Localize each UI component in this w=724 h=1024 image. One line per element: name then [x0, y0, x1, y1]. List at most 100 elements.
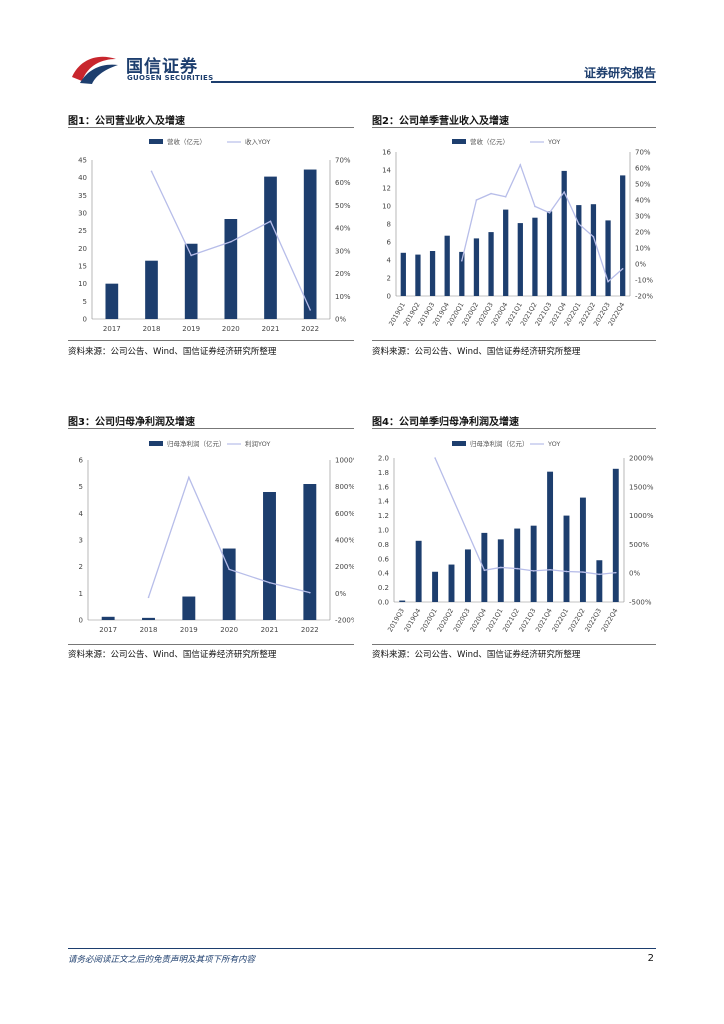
bar	[514, 528, 521, 602]
left-tick-label: 0.2	[378, 584, 389, 592]
right-tick-label: 70%	[335, 157, 351, 165]
legend-bar-label: 营收（亿元）	[167, 137, 206, 146]
bar	[444, 235, 450, 296]
figure-2-top-rule	[372, 127, 656, 128]
legend-bar-swatch	[149, 139, 163, 144]
bar	[142, 617, 155, 620]
bar	[473, 238, 480, 296]
figure-2-chart: 营收（亿元） YOY 0 2 4 6 8 10 12 14 16 -20% -10% 0% 10% 20% 30…	[382, 137, 653, 327]
right-tick-label: 1000%	[335, 457, 354, 465]
left-tick-label: 0	[387, 293, 391, 301]
yoy-point	[228, 568, 230, 571]
figure-4-chart: 归母净利润（亿元） YOY 0.0 0.2 0.4 0.6 0.8 1.0 1.2 1.4 1.6 1…	[378, 439, 654, 633]
legend-bar-swatch	[149, 441, 163, 446]
left-tick-label: 0.8	[378, 541, 389, 549]
left-tick-label: 2	[387, 275, 391, 283]
right-tick-label: 800%	[335, 483, 354, 491]
bar	[303, 484, 317, 620]
x-tick-label: 2022	[301, 325, 319, 333]
yoy-point	[190, 254, 192, 257]
left-tick-label: 1.4	[378, 498, 390, 506]
yoy-point	[188, 476, 190, 479]
bar	[224, 219, 238, 319]
legend-line-label: YOY	[547, 440, 560, 448]
left-tick-label: 10	[382, 203, 391, 211]
bar	[481, 532, 488, 602]
disclaimer-text: 请务必阅读正文之后的免责声明及其项下所有内容	[68, 955, 256, 965]
right-tick-label: 70%	[635, 149, 651, 157]
bar	[105, 283, 119, 319]
right-tick-label: 40%	[635, 197, 651, 205]
figure-4-bottom-rule	[372, 644, 656, 645]
bar	[184, 243, 198, 319]
x-tick-label: 2018	[140, 626, 158, 634]
figure-3-title: 图3：公司归母净利润及增速	[68, 417, 195, 428]
right-tick-label: 30%	[335, 247, 351, 255]
x-tick-label: 2022	[301, 626, 319, 634]
right-tick-label: 400%	[335, 537, 354, 545]
figure-4-top-rule	[372, 428, 656, 429]
logo-chinese-name: 国信证券	[126, 57, 198, 77]
yoy-point	[578, 223, 580, 225]
bar	[547, 471, 554, 602]
right-tick-label: 10%	[335, 293, 351, 301]
bar	[605, 220, 611, 296]
figure-3-source: 资料来源：公司公告、Wind、国信证券经济研究所整理	[68, 650, 277, 660]
right-tick-label: 0%	[629, 570, 640, 578]
left-tick-label: 0	[79, 617, 83, 625]
right-tick-label: 60%	[335, 179, 351, 187]
x-tick-label: 2017	[99, 626, 117, 634]
left-tick-label: 45	[78, 157, 87, 165]
bar	[399, 600, 406, 602]
yoy-point	[598, 573, 601, 576]
bar	[596, 560, 603, 602]
yoy-point	[434, 457, 436, 459]
legend-bar-swatch	[452, 441, 466, 446]
yoy-point	[548, 212, 551, 214]
right-tick-label: 50%	[335, 202, 351, 210]
yoy-point	[519, 164, 522, 166]
header-divider	[211, 81, 656, 83]
bar	[415, 254, 421, 296]
left-tick-label: 25	[78, 227, 87, 235]
yoy-point	[532, 570, 535, 572]
figure-4-source: 资料来源：公司公告、Wind、国信证券经济研究所整理	[372, 650, 581, 660]
logo-english-name: GUOSEN SECURITIES	[127, 74, 214, 82]
yoy-point	[461, 260, 463, 262]
yoy-point	[150, 170, 153, 173]
bar	[579, 497, 586, 602]
left-tick-label: 40	[78, 174, 87, 182]
figure-3-chart: 归母净利润（亿元） 利润YOY 0 1 2 3 4 5 6 -200% 0% 200% 400% 600%…	[79, 439, 354, 634]
x-tick-label: 2020	[220, 626, 238, 634]
yoy-point	[309, 591, 311, 594]
yoy-point	[483, 569, 486, 572]
right-tick-label: 1000%	[629, 512, 654, 520]
left-tick-label: 4	[79, 510, 84, 518]
left-tick-label: 35	[78, 192, 87, 200]
right-tick-label: 40%	[335, 225, 351, 233]
figure-1-top-rule	[68, 127, 354, 128]
x-tick-label: 2019	[180, 626, 198, 634]
bar	[432, 571, 439, 602]
yoy-point	[504, 196, 507, 198]
left-tick-label: 2.0	[378, 455, 389, 463]
bar	[448, 564, 455, 602]
bar	[459, 251, 465, 296]
bar	[303, 169, 317, 319]
right-tick-label: 20%	[635, 229, 651, 237]
x-tick-label: 2017	[103, 325, 121, 333]
right-tick-label: 0%	[335, 316, 346, 324]
bar	[517, 223, 523, 296]
bar	[264, 176, 277, 319]
bar	[620, 175, 626, 296]
left-tick-label: 8	[387, 221, 391, 229]
left-tick-label: 5	[79, 483, 83, 491]
left-tick-label: 0.4	[378, 570, 390, 578]
right-tick-label: 500%	[629, 541, 649, 549]
bar	[415, 540, 422, 602]
bar	[563, 515, 570, 602]
yoy-point	[549, 568, 551, 571]
right-tick-label: 1500%	[629, 483, 654, 491]
yoy-point	[490, 192, 492, 195]
left-tick-label: 10	[78, 280, 87, 288]
